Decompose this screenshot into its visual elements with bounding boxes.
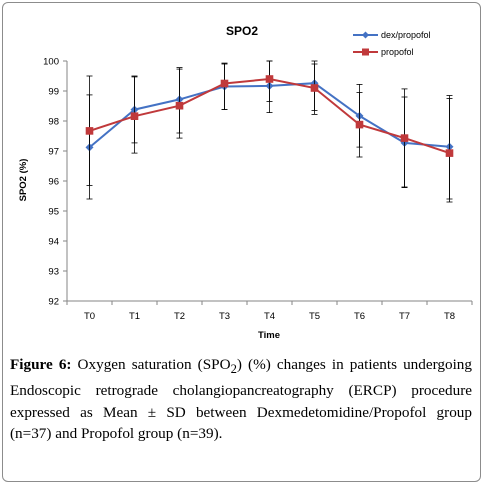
legend-marker-propofol <box>362 48 369 56</box>
legend: dex/propofol propofol <box>353 30 431 57</box>
x-tick-label: T0 <box>84 311 95 322</box>
data-point-propofol <box>130 112 139 120</box>
y-axis-label: SPO2 (%) <box>18 159 29 202</box>
y-tick-label: 96 <box>48 177 59 188</box>
y-tick-label: 94 <box>48 237 59 248</box>
y-tick-label: 97 <box>48 147 59 158</box>
data-point-propofol <box>85 127 94 135</box>
x-tick-label: T4 <box>264 311 275 322</box>
y-tick-label: 92 <box>48 297 59 308</box>
caption-subscript: 2 <box>230 362 237 377</box>
x-tick-label: T1 <box>129 311 140 322</box>
data-point-propofol <box>265 75 274 83</box>
chart-title: SPO2 <box>226 24 258 38</box>
x-tick-label: T3 <box>219 311 230 322</box>
plot-area: 92 93 94 95 96 97 98 99 100 T0 T1 T2 T3 T4 T5 T6 T7 T8 <box>43 57 473 322</box>
data-point-propofol <box>175 101 184 110</box>
x-axis-label: Time <box>258 330 280 341</box>
y-tick-label: 95 <box>48 207 59 218</box>
legend-label-dex-propofol: dex/propofol <box>381 30 431 40</box>
caption-text-end: ) (%) changes in patients undergoing End… <box>10 356 472 442</box>
x-tick-label: T5 <box>309 311 320 322</box>
x-tick-label: T6 <box>354 311 365 322</box>
data-point-propofol <box>220 79 229 88</box>
legend-label-propofol: propofol <box>381 47 414 57</box>
chart: SPO2 SPO2 (%) Time 92 93 94 95 96 97 98 99 100 T0… <box>18 24 473 341</box>
data-point-propofol <box>310 84 319 92</box>
x-tick-label: T2 <box>174 311 185 322</box>
data-point-propofol <box>400 134 409 142</box>
figure-label: Figure 6: <box>10 356 72 373</box>
x-tick-label: T8 <box>444 311 455 322</box>
x-tick-label: T7 <box>399 311 410 322</box>
legend-marker-dex-propofol <box>362 31 369 39</box>
y-tick-label: 99 <box>48 87 59 98</box>
y-tick-label: 100 <box>43 57 59 68</box>
data-point-propofol <box>355 120 364 129</box>
figure-caption: Figure 6: Oxygen saturation (SPO2) (%) c… <box>10 354 472 444</box>
y-tick-label: 98 <box>48 117 59 128</box>
data-point-propofol <box>445 149 454 157</box>
y-tick-label: 93 <box>48 267 59 278</box>
caption-text-start: Oxygen saturation (SPO <box>77 356 231 373</box>
